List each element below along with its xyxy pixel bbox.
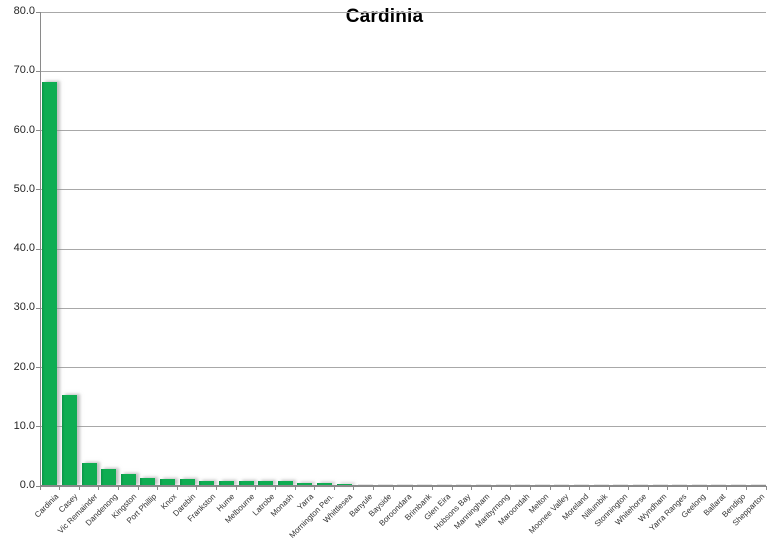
gridline	[40, 189, 766, 191]
bar	[140, 478, 156, 486]
x-axis-tick	[510, 486, 512, 490]
x-axis-tick	[235, 486, 237, 490]
y-axis-tick	[36, 367, 40, 368]
y-axis-tick-label: 20.0	[13, 360, 35, 373]
x-axis-tick	[628, 486, 630, 490]
y-axis-tick-label: 40.0	[13, 242, 35, 254]
gridline	[40, 367, 766, 368]
y-axis-tick-label: 60.0	[13, 123, 35, 136]
bar	[160, 479, 176, 486]
y-axis-tick-label: 10.0	[13, 419, 35, 432]
gridline	[40, 426, 766, 428]
y-axis-tick-label: 70.0	[13, 64, 35, 77]
x-axis-tick	[726, 486, 728, 490]
x-axis-tick	[294, 486, 296, 490]
gridline	[40, 130, 766, 131]
y-axis-tick-label: 30.0	[13, 301, 35, 314]
x-axis-tick	[176, 486, 178, 490]
y-axis-tick	[36, 307, 40, 309]
x-axis-line	[40, 485, 766, 487]
x-axis-tick	[353, 486, 355, 490]
y-axis-tick	[36, 70, 40, 72]
y-axis-tick-label: 80.0	[13, 5, 35, 17]
bar	[238, 481, 254, 486]
gridline	[40, 11, 766, 13]
bar	[277, 481, 293, 486]
x-axis-tick	[647, 486, 649, 490]
bar	[81, 463, 97, 486]
bar	[61, 395, 77, 486]
y-axis-tick-label: 50.0	[13, 182, 35, 195]
x-axis-tick	[392, 486, 394, 490]
y-axis-line	[40, 12, 41, 486]
x-axis-tick	[157, 486, 159, 490]
x-axis-tick	[431, 486, 433, 490]
x-axis-tick	[78, 486, 80, 490]
chart-title: Cardinia	[345, 6, 424, 27]
x-axis-tick	[667, 486, 669, 490]
x-axis-tick	[333, 486, 335, 490]
x-axis-tick	[196, 486, 198, 490]
x-axis-tick	[765, 486, 767, 490]
x-axis-tick	[490, 486, 492, 490]
y-axis-tick-label: 0.0	[19, 479, 35, 491]
bar	[218, 481, 234, 486]
gridline	[40, 248, 766, 250]
x-axis-tick	[451, 486, 453, 490]
y-axis-tick	[36, 248, 40, 250]
x-axis-tick	[373, 486, 375, 490]
bar	[101, 469, 117, 486]
x-axis-tick	[117, 486, 119, 490]
x-axis-tick	[471, 486, 473, 490]
y-axis-tick	[36, 485, 40, 487]
bar	[120, 474, 136, 486]
bar	[199, 481, 215, 486]
x-axis-tick	[745, 486, 747, 490]
y-axis-tick	[36, 11, 40, 13]
bar	[179, 479, 195, 486]
bar	[258, 481, 274, 486]
x-axis-tick	[608, 486, 610, 490]
x-axis-tick	[39, 486, 41, 490]
x-axis-tick	[314, 486, 316, 490]
y-axis-tick	[36, 130, 40, 131]
x-axis-tick	[412, 486, 414, 490]
x-axis-tick	[530, 486, 532, 490]
x-axis-tick	[588, 486, 590, 490]
x-axis-tick	[687, 486, 688, 490]
x-axis-tick	[274, 486, 276, 490]
x-axis-tick	[706, 486, 708, 490]
y-axis-tick	[36, 426, 40, 428]
x-axis-tick	[569, 486, 571, 490]
bar	[42, 82, 58, 486]
x-axis-tick	[98, 486, 100, 490]
gridline	[40, 70, 766, 72]
x-axis-tick	[137, 486, 139, 490]
gridline	[40, 307, 766, 309]
x-axis-tick	[549, 486, 551, 490]
bar	[297, 483, 313, 486]
x-axis-tick	[59, 486, 61, 490]
bar	[317, 483, 333, 486]
y-axis-tick	[36, 189, 40, 191]
x-axis-tick	[255, 486, 257, 490]
x-axis-tick	[216, 486, 218, 490]
